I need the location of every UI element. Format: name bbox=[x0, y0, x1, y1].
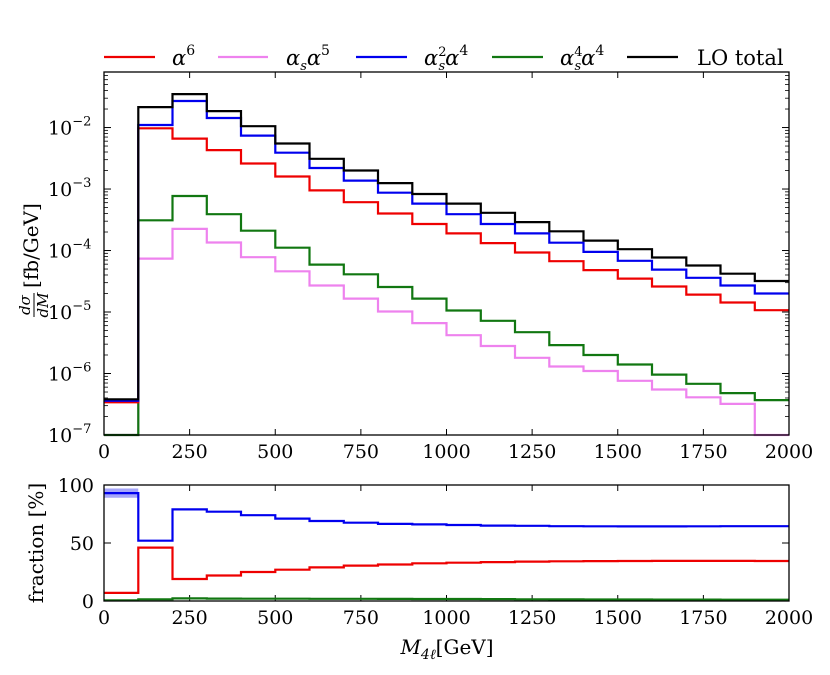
bottom-x-tick-label: 0 bbox=[98, 607, 110, 629]
bottom-x-tick-label: 1000 bbox=[422, 607, 470, 629]
bottom-y-tick-labels: 0 50 100 bbox=[58, 475, 94, 613]
bottom-x-tick-labels: 0 250 500 750 1000 1250 1500 1750 2000 bbox=[98, 607, 813, 629]
top-x-tick-label: 1250 bbox=[508, 441, 556, 463]
legend-label-as4-alpha4: α4 sα4 bbox=[560, 43, 604, 74]
legend-label-as2-alpha4: α2 sα4 bbox=[424, 43, 468, 74]
top-x-tick-labels: 0 250 500 750 1000 1250 1500 1750 2000 bbox=[98, 441, 813, 463]
bottom-y-tick-label: 50 bbox=[70, 533, 94, 555]
top-x-tick-label: 500 bbox=[257, 441, 293, 463]
top-x-tick-label: 1500 bbox=[594, 441, 642, 463]
ylabel-numerator: dσ bbox=[16, 294, 34, 315]
top-y-tick-label: 10−5 bbox=[48, 299, 91, 324]
legend-entry-as2-alpha4: α2 sα4 bbox=[356, 43, 468, 74]
top-series-line bbox=[104, 127, 789, 404]
ylabel-denominator: dM bbox=[34, 292, 52, 318]
bottom-axis-ticks bbox=[103, 484, 790, 602]
ylabel-unit: [fb/GeV] bbox=[19, 203, 43, 288]
bottom-y-axis-label: fraction [%] bbox=[24, 483, 48, 603]
top-series-0 bbox=[104, 93, 789, 401]
top-y-tick-label: 10−2 bbox=[48, 115, 91, 140]
bottom-series-group bbox=[104, 488, 789, 602]
fraction-panel: 0 250 500 750 1000 1250 1500 1750 2000 0 50 100 fr… bbox=[24, 475, 813, 663]
top-series-1 bbox=[104, 99, 789, 402]
top-series-line bbox=[104, 194, 789, 437]
bottom-x-tick-label: 1250 bbox=[508, 607, 556, 629]
bottom-x-tick-label: 250 bbox=[171, 607, 207, 629]
top-y-tick-label: 10−4 bbox=[48, 238, 91, 263]
legend-entry-as-alpha5: αsα5 bbox=[218, 43, 330, 74]
top-series-4 bbox=[104, 227, 789, 437]
bottom-series-1 bbox=[104, 546, 789, 594]
bottom-series-2 bbox=[104, 597, 789, 602]
bottom-series-line bbox=[104, 492, 789, 542]
legend-entry-lo-total: LO total bbox=[627, 46, 784, 70]
top-x-tick-label: 1750 bbox=[679, 441, 727, 463]
top-series-line bbox=[104, 93, 789, 401]
bottom-plot-frame bbox=[103, 484, 790, 602]
bottom-series-line bbox=[104, 597, 789, 602]
legend-entry-as4-alpha4: α4 sα4 bbox=[492, 43, 604, 74]
bottom-series-0 bbox=[104, 488, 789, 542]
top-series-3 bbox=[104, 194, 789, 437]
top-plot-frame bbox=[103, 71, 790, 436]
legend-entry-alpha6: α6 bbox=[104, 43, 195, 70]
top-y-tick-label: 10−6 bbox=[48, 361, 91, 386]
top-y-axis-label: dσ dM [fb/GeV] bbox=[16, 203, 52, 317]
top-y-tick-label: 10−3 bbox=[48, 176, 91, 201]
bottom-x-tick-label: 2000 bbox=[765, 607, 813, 629]
bottom-y-tick-label: 0 bbox=[82, 591, 94, 613]
legend-label-alpha6: α6 bbox=[172, 43, 195, 70]
legend: α6 αsα5 α2 sα4 α4 sα4 LO total bbox=[104, 43, 784, 74]
top-x-tick-label: 2000 bbox=[765, 441, 813, 463]
top-series-line bbox=[104, 99, 789, 402]
bottom-x-tick-label: 750 bbox=[343, 607, 379, 629]
top-y-tick-label: 10−7 bbox=[48, 422, 91, 447]
cross-section-panel: 0 250 500 750 1000 1250 1500 1750 2000 10−210−31… bbox=[16, 71, 813, 463]
top-x-tick-label: 250 bbox=[171, 441, 207, 463]
bottom-y-tick-label: 100 bbox=[58, 475, 94, 497]
top-x-tick-label: 1000 bbox=[422, 441, 470, 463]
top-series-2 bbox=[104, 127, 789, 404]
bottom-x-tick-label: 1750 bbox=[679, 607, 727, 629]
top-x-tick-label: 750 bbox=[343, 441, 379, 463]
top-x-tick-label: 0 bbox=[98, 441, 110, 463]
bottom-x-tick-label: 1500 bbox=[594, 607, 642, 629]
bottom-x-axis-label: M4ℓ[GeV] bbox=[399, 635, 493, 663]
legend-label-lo-total: LO total bbox=[697, 46, 784, 70]
bottom-x-tick-label: 500 bbox=[257, 607, 293, 629]
top-series-line bbox=[104, 227, 789, 437]
top-y-tick-labels: 10−2 10−3 10−4 10−5 10−6 10−7 bbox=[48, 115, 91, 447]
top-series-group bbox=[104, 93, 789, 437]
legend-label-as-alpha5: αsα5 bbox=[286, 43, 330, 74]
bottom-series-line bbox=[104, 546, 789, 594]
